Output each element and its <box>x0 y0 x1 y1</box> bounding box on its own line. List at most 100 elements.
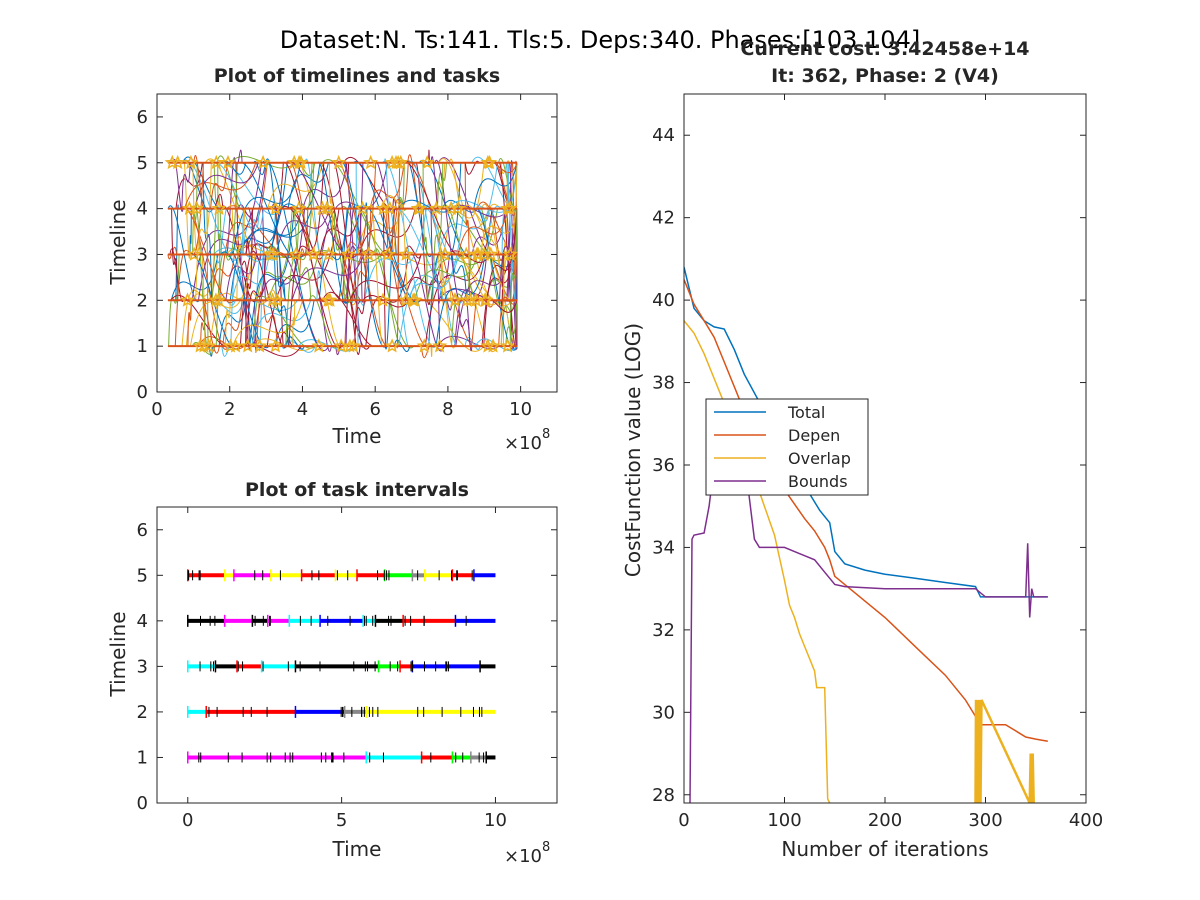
task-star-marker <box>319 200 335 216</box>
task-star-marker <box>480 338 496 353</box>
series-line-bounds <box>689 447 1048 803</box>
task-star-marker <box>220 154 236 170</box>
task-star-marker <box>416 338 432 353</box>
timelines-xtick-label: 10 <box>509 399 532 420</box>
task-star-marker <box>363 154 379 170</box>
task-star-marker <box>291 200 307 216</box>
intervals-ytick-label: 1 <box>137 747 148 768</box>
timelines-xtick-label: 8 <box>442 399 453 420</box>
task-star-marker <box>393 154 409 170</box>
task-star-marker <box>264 292 281 307</box>
task-star-marker <box>322 292 338 307</box>
cost-xtick-label: 200 <box>868 810 902 831</box>
cost-ytick-label: 42 <box>652 208 675 229</box>
task-star-marker <box>311 338 327 353</box>
task-star-marker <box>189 200 205 216</box>
task-star-marker <box>269 292 285 307</box>
intervals-xlabel: Time <box>332 837 382 861</box>
cost-ytick-label: 32 <box>652 620 675 641</box>
task-star-marker <box>483 246 499 261</box>
timelines-xtick-label: 0 <box>151 399 162 420</box>
task-star-marker <box>293 154 309 170</box>
cost-title: Current cost: 3.42458e+14 <box>740 38 1029 60</box>
cost-xtick-label: 100 <box>767 810 801 831</box>
series-line-overlap <box>684 320 831 803</box>
cost-legend: Total Depen Overlap Bounds <box>705 398 869 496</box>
task-star-marker <box>447 292 463 307</box>
intervals-ytick-label: 5 <box>137 565 148 586</box>
task-star-marker <box>485 338 501 353</box>
task-star-marker <box>469 246 485 261</box>
legend-box <box>705 398 869 496</box>
task-star-marker <box>183 154 199 170</box>
timelines-xtick-label: 2 <box>224 399 235 420</box>
cost-xtick-label: 300 <box>968 810 1002 831</box>
task-star-marker <box>405 292 421 307</box>
task-star-marker <box>208 154 224 170</box>
legend-label: Total <box>787 403 825 422</box>
series-line-depen <box>684 279 1048 742</box>
cost-subtitle: It: 362, Phase: 2 (V4) <box>771 65 999 87</box>
cost-ytick-label: 28 <box>652 785 675 806</box>
task-star-marker <box>321 246 337 261</box>
svg-text:×10: ×10 <box>504 433 542 454</box>
cost-xlabel: Number of iterations <box>781 837 988 861</box>
timelines-xtick-label: 4 <box>297 399 308 420</box>
task-star-marker <box>480 154 496 170</box>
cost-ytick-label: 36 <box>652 455 675 476</box>
task-star-marker <box>398 246 414 261</box>
cost-ytick-label: 30 <box>652 702 675 723</box>
cost-ytick-label: 40 <box>652 290 675 311</box>
svg-text:8: 8 <box>542 427 550 442</box>
task-star-marker <box>360 246 376 261</box>
intervals-xtick-label: 5 <box>336 810 347 831</box>
task-star-marker <box>384 338 400 353</box>
task-star-marker <box>227 338 244 353</box>
task-star-marker <box>262 246 278 261</box>
task-star-marker <box>462 292 479 307</box>
task-star-marker <box>331 154 347 170</box>
task-star-marker <box>192 338 208 353</box>
intervals-x-exponent: ×10 8 <box>504 840 550 867</box>
task-star-marker <box>196 338 212 353</box>
task-star-marker <box>333 338 349 353</box>
timelines-ytick-label: 2 <box>137 290 148 311</box>
task-star-marker <box>222 338 239 353</box>
task-star-marker <box>382 200 398 216</box>
cost-ytick-label: 44 <box>652 125 675 146</box>
timelines-xtick-label: 6 <box>369 399 380 420</box>
task-star-marker <box>179 292 196 307</box>
legend-label: Bounds <box>788 472 848 491</box>
cost-xtick-label: 0 <box>678 810 689 831</box>
svg-text:×10: ×10 <box>504 846 542 867</box>
cost-ylabel: CostFunction value (LOG) <box>621 323 645 577</box>
task-star-marker <box>380 246 396 261</box>
cost-ytick-label: 34 <box>652 537 675 558</box>
series-line-overlap-spikes <box>974 699 1035 803</box>
intervals-ytick-label: 2 <box>137 702 148 723</box>
task-star-marker <box>375 292 391 307</box>
task-star-marker <box>170 154 186 170</box>
timelines-ytick-label: 3 <box>137 244 148 265</box>
intervals-xtick-label: 0 <box>182 810 193 831</box>
intervals-ytick-label: 0 <box>137 793 148 814</box>
task-star-marker <box>208 292 224 307</box>
task-star-marker <box>314 200 330 216</box>
task-star-marker <box>500 338 516 353</box>
task-star-marker <box>267 200 284 216</box>
cost-ytick-label: 38 <box>652 373 675 394</box>
task-star-marker <box>305 246 322 261</box>
task-star-marker <box>437 246 453 261</box>
task-star-marker <box>340 246 356 261</box>
legend-label: Overlap <box>788 449 851 468</box>
task-star-marker <box>252 338 268 353</box>
task-star-marker <box>354 200 371 216</box>
timelines-xlabel: Time <box>332 424 382 448</box>
intervals-plot: 0 5 10 0 1 2 3 4 5 6 <box>137 506 558 831</box>
task-star-marker <box>432 338 448 353</box>
task-star-marker <box>502 246 518 261</box>
intervals-ytick-label: 6 <box>137 520 148 541</box>
svg-text:8: 8 <box>542 840 550 855</box>
task-star-marker <box>388 154 404 170</box>
